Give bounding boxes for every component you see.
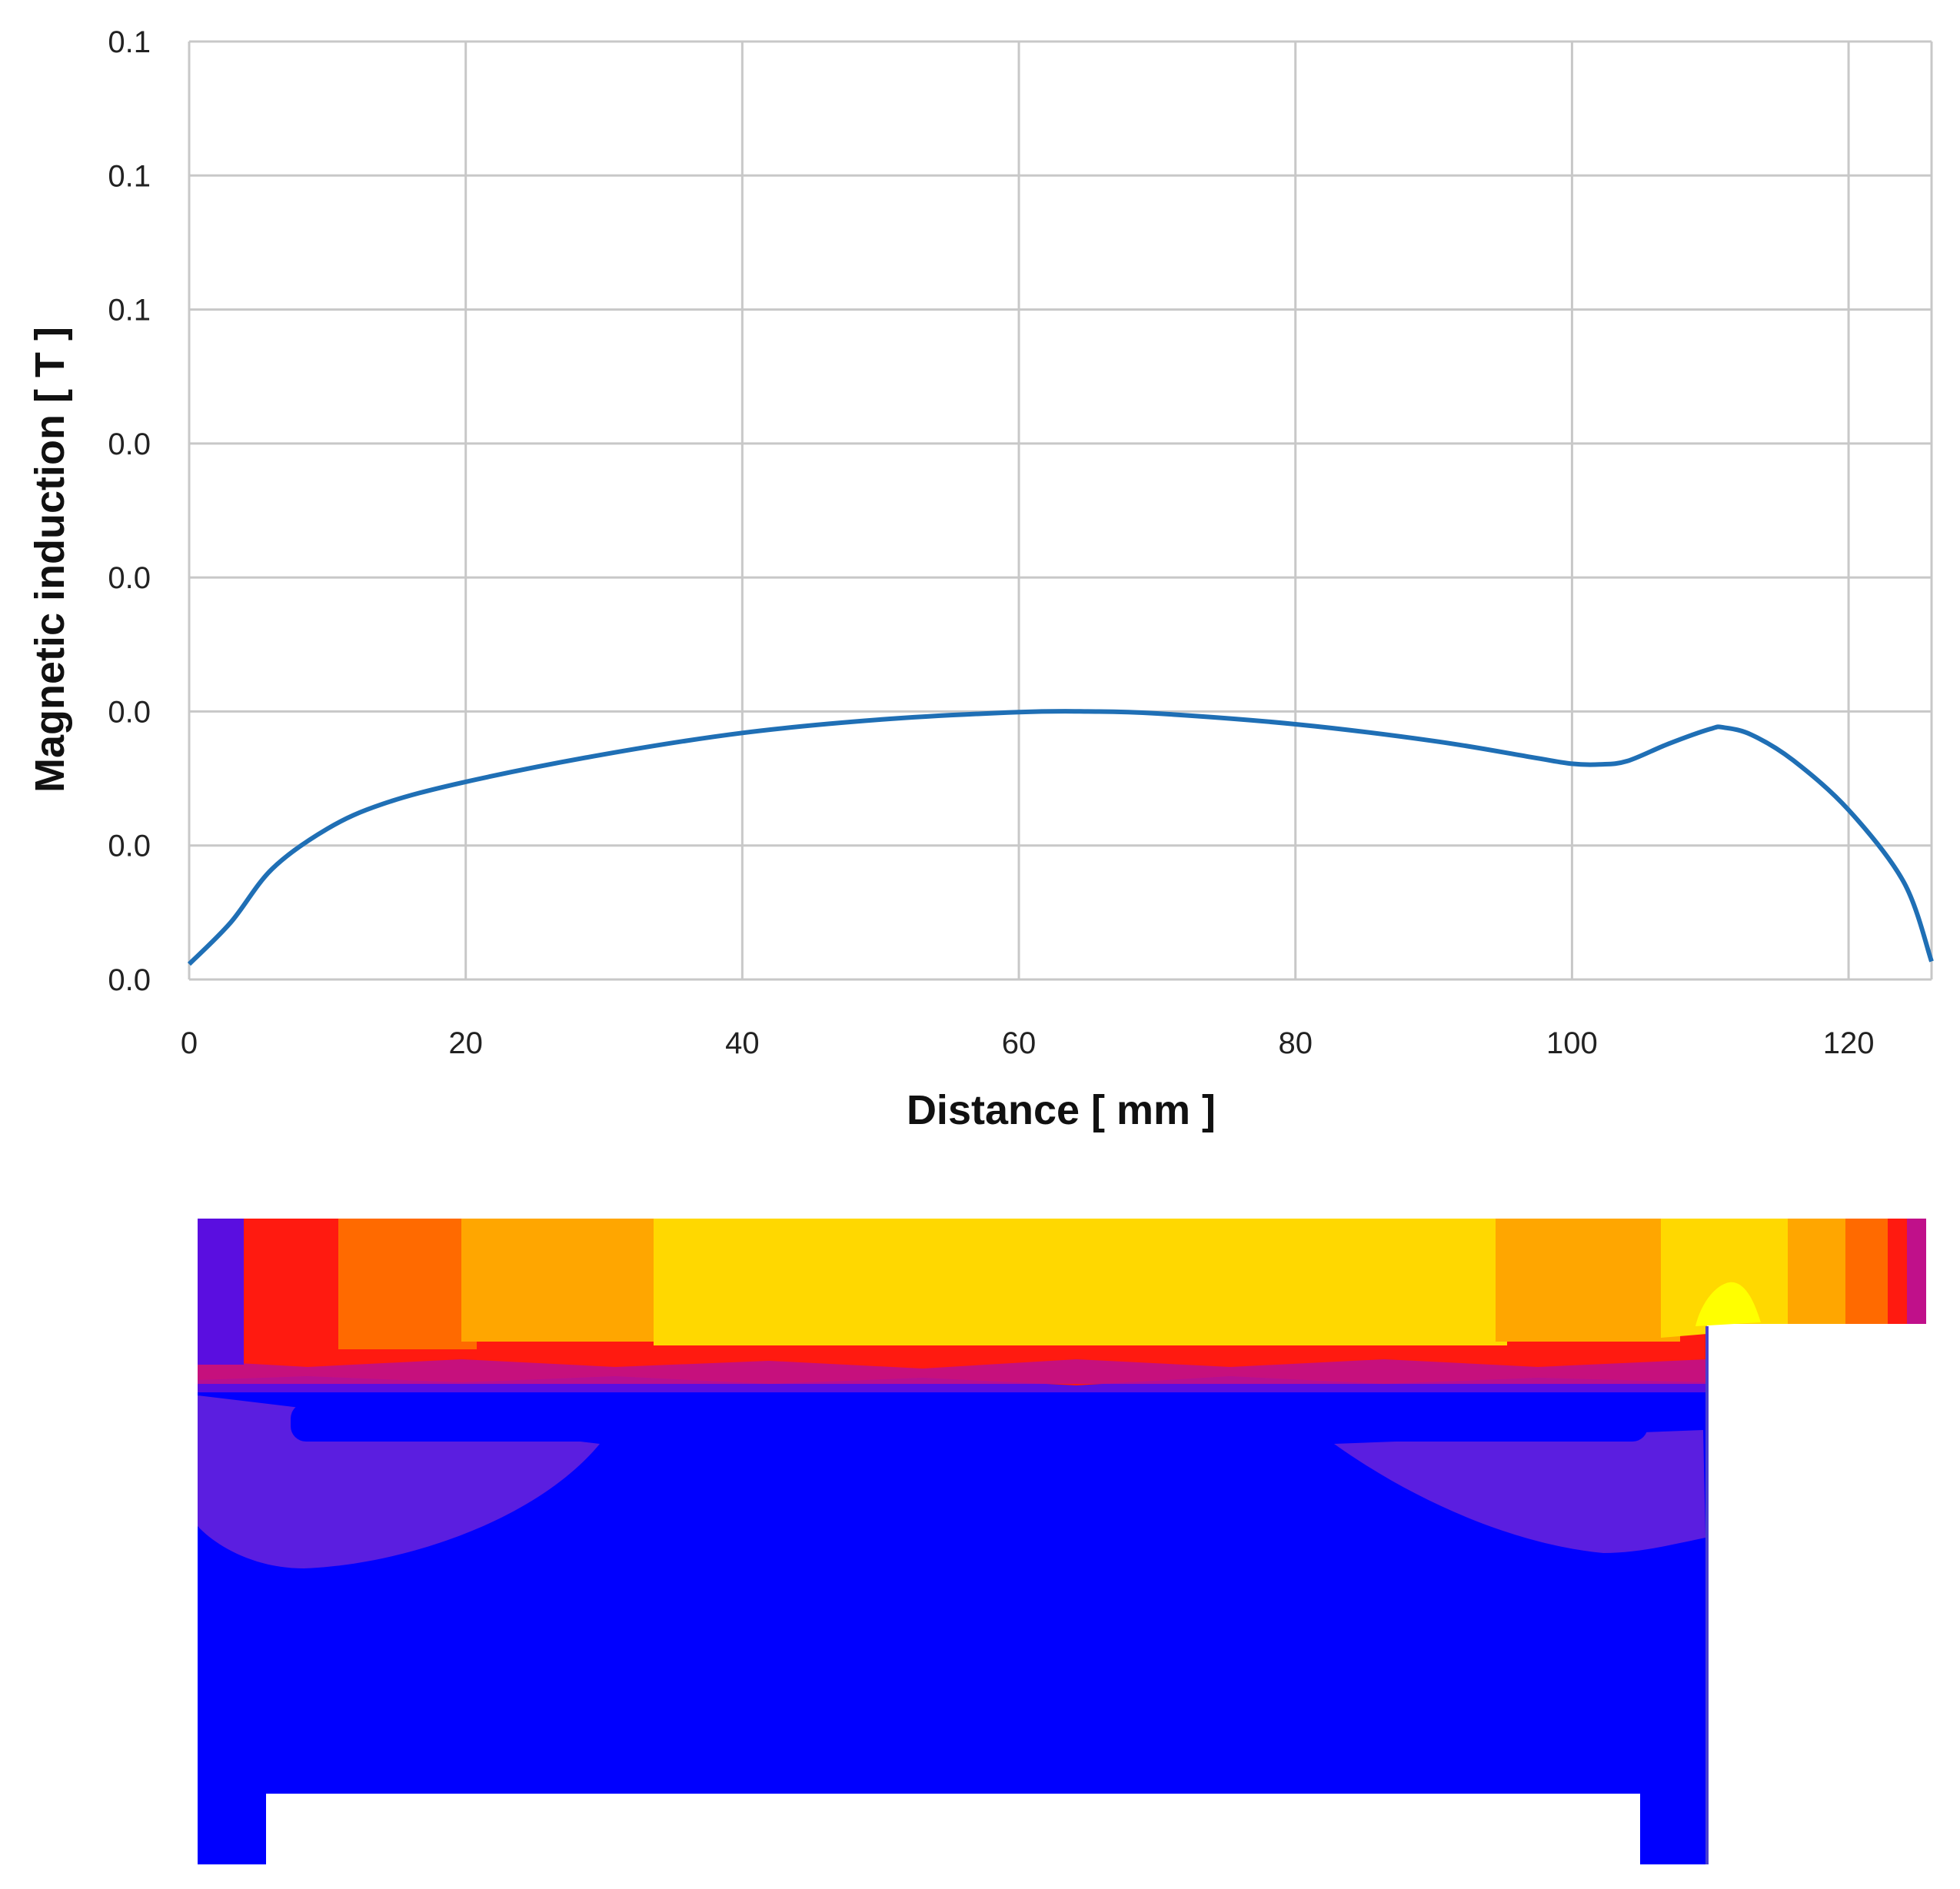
x-tick-label: 0	[181, 1026, 198, 1060]
violet-right-lobe	[1334, 1430, 1705, 1553]
y-tick-label: 0.0	[108, 830, 151, 863]
plate-darkorange-far-right	[1845, 1219, 1892, 1324]
y-tick-label: 0.1	[108, 25, 151, 59]
plate-orange-far-right	[1788, 1219, 1849, 1324]
plate-light-yellow-spot	[1695, 1282, 1761, 1326]
field-map-bands	[198, 1219, 1926, 1864]
y-tick-label: 0.0	[108, 963, 151, 997]
plate-yellow-center	[654, 1219, 1507, 1345]
x-tick-label: 60	[1002, 1026, 1037, 1060]
y-tick-labels: 0.0 0.0 0.0 0.0 0.0 0.1 0.1 0.1	[108, 25, 151, 997]
induction-line-chart: 0.0 0.0 0.0 0.0 0.0 0.1 0.1 0.1 0 20 40 60 80 100 120…	[27, 25, 1934, 1133]
y-tick-label: 0.0	[108, 561, 151, 595]
plate-orange-left	[461, 1219, 661, 1342]
blue-slot-strip	[291, 1403, 1648, 1442]
x-axis-title: Distance [ mm ]	[907, 1087, 1216, 1133]
x-tick-label: 80	[1278, 1026, 1313, 1060]
magenta-gap-edge	[198, 1359, 1707, 1384]
induction-series-line	[187, 709, 1934, 966]
x-tick-label: 120	[1823, 1026, 1875, 1060]
plate-magenta-far-right	[1907, 1219, 1926, 1324]
series-lines	[187, 709, 1934, 966]
plate-darkorange-left	[338, 1219, 477, 1349]
y-tick-label: 0.1	[108, 159, 151, 193]
x-tick-label: 40	[725, 1026, 760, 1060]
plate-violet-left	[198, 1219, 244, 1365]
y-tick-label: 0.0	[108, 427, 151, 461]
y-axis-title: Magnetic induction [ T ]	[27, 327, 73, 793]
plate-orange-right	[1496, 1219, 1680, 1342]
y-tick-label: 0.1	[108, 294, 151, 328]
plate-right-extension	[1661, 1219, 1792, 1338]
x-tick-label: 20	[448, 1026, 483, 1060]
gridlines	[188, 40, 1933, 981]
plate-red-left	[244, 1219, 351, 1357]
x-tick-label: 100	[1546, 1026, 1598, 1060]
y-tick-label: 0.0	[108, 695, 151, 729]
x-tick-labels: 0 20 40 60 80 100 120	[181, 1026, 1875, 1060]
